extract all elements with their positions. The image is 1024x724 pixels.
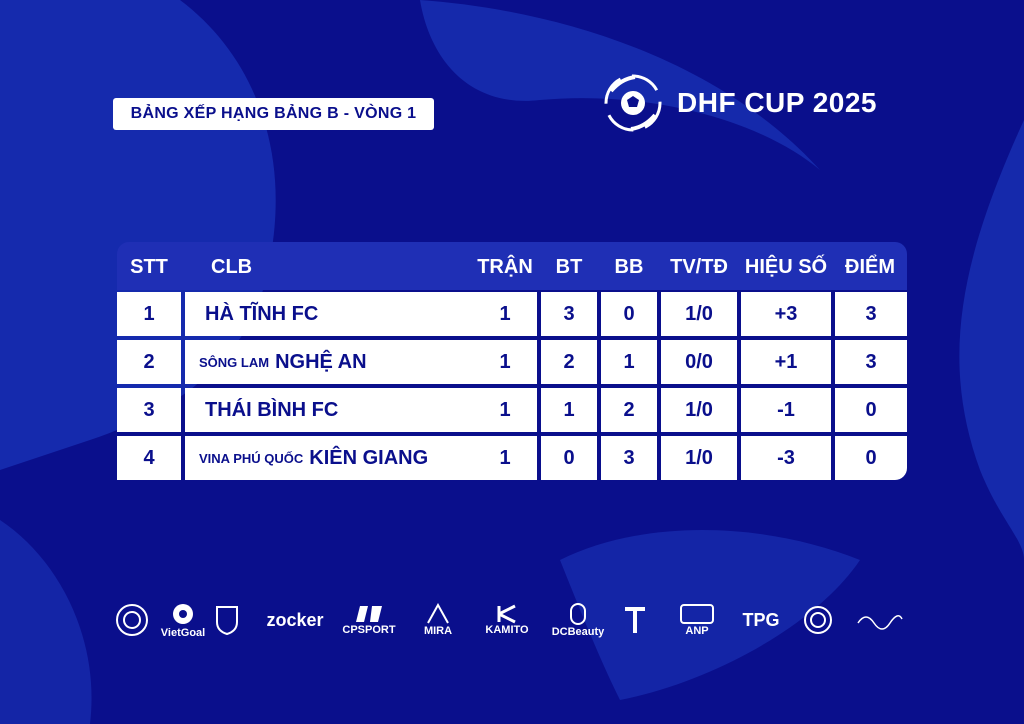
table-header: STT CLB TRẬN BT BB TV/TĐ HIỆU SỐ ĐIỂM: [117, 242, 907, 290]
club-name: THÁI BÌNH FC: [205, 398, 339, 421]
cell-diem: 0: [835, 388, 907, 432]
cell-tvtd: 0/0: [661, 340, 737, 384]
dq-round-logo-icon: [802, 596, 834, 644]
cell-bb: 1: [601, 340, 657, 384]
cell-tran: 1: [499, 398, 511, 421]
table-row: 4 VINA PHÚ QUỐC KIÊN GIANG 0 3 1/0 -3 0 …: [117, 436, 907, 480]
cell-bt: 3: [541, 292, 597, 336]
cell-hieu-so: -1: [741, 388, 831, 432]
shield-crest-logo-icon: [212, 596, 242, 644]
club-name: NGHỆ AN: [275, 350, 367, 373]
cell-bt: 2: [541, 340, 597, 384]
sponsor-name: DCBeauty: [551, 626, 605, 638]
col-header-clb: CLB: [211, 256, 253, 278]
cell-bb: 2: [601, 388, 657, 432]
mira-logo-icon: MIRA: [414, 596, 462, 644]
sponsor-name: ANP: [685, 625, 709, 637]
cell-stt: 2: [117, 340, 181, 384]
cell-bb: 0: [601, 292, 657, 336]
sponsor-name: KAMITO: [485, 624, 529, 636]
cell-stt: 1: [117, 292, 181, 336]
sponsor-name: MIRA: [423, 625, 453, 637]
brand-name: DHF CUP 2025: [677, 87, 878, 118]
cell-hieu-so: +3: [741, 292, 831, 336]
cell-stt: 3: [117, 388, 181, 432]
club-name: KIÊN GIANG: [309, 446, 429, 469]
club-prefix: SÔNG LAM: [199, 354, 270, 370]
cell-bt: 1: [541, 388, 597, 432]
round-seal-logo-icon: [112, 596, 152, 644]
club-prefix: VINA PHÚ QUỐC: [199, 450, 304, 466]
cell-hieu-so: -3: [741, 436, 831, 480]
cell-tvtd: 1/0: [661, 436, 737, 480]
cell-hieu-so: +1: [741, 340, 831, 384]
table-row: 1 HÀ TĨNH FC 3 0 1/0 +3 3 1: [117, 292, 907, 336]
cell-tran: 1: [499, 350, 511, 373]
cell-club: HÀ TĨNH FC: [185, 292, 537, 336]
cell-tran: 1: [499, 446, 511, 469]
anp-logo-icon: ANP: [668, 596, 726, 644]
sponsor-name: VietGoal: [160, 627, 206, 639]
cell-tvtd: 1/0: [661, 388, 737, 432]
td-logo-icon: [620, 596, 650, 644]
club-name: HÀ TĨNH FC: [205, 302, 319, 325]
kamito-logo-icon: KAMITO: [484, 596, 530, 644]
cell-club: SÔNG LAM NGHỆ AN: [185, 340, 537, 384]
cell-diem: 3: [835, 340, 907, 384]
table-row: 2 SÔNG LAM NGHỆ AN 2 1 0/0 +1 3 1: [117, 340, 907, 384]
tpg-logo-icon: TPG: [736, 596, 786, 644]
cell-stt: 4: [117, 436, 181, 480]
sponsor-name: CPSPORT: [342, 624, 396, 636]
cell-diem: 3: [835, 292, 907, 336]
sponsor-name: zocker: [266, 609, 324, 630]
cpsport-logo-icon: CPSPORT: [342, 596, 396, 644]
cell-diem: 0: [835, 436, 907, 480]
sponsor-strip: VietGoal zocker CPSPORT MIRA KAMITO DCBe…: [112, 596, 912, 644]
col-header-hieu-so: HIỆU SỐ: [744, 256, 828, 278]
sponsor-name: TPG: [742, 609, 780, 630]
cell-club: THÁI BÌNH FC: [185, 388, 537, 432]
dcbeauty-logo-icon: DCBeauty: [552, 596, 604, 644]
handwritten-brand-logo-icon: [854, 596, 906, 644]
brand: DHF CUP 2025: [601, 70, 877, 136]
col-header-tran: TRẬN: [477, 256, 533, 278]
col-header-bt: BT: [555, 256, 583, 278]
vietgoal-logo-icon: VietGoal: [160, 596, 206, 644]
col-header-bb: BB: [614, 256, 644, 278]
cell-club: VINA PHÚ QUỐC KIÊN GIANG: [185, 436, 537, 480]
cell-tran: 1: [499, 302, 511, 325]
standings-table: STT CLB TRẬN BT BB TV/TĐ HIỆU SỐ ĐIỂM 1 …: [117, 242, 907, 482]
col-header-stt: STT: [130, 256, 168, 278]
zocker-wordmark-icon: zocker: [262, 596, 328, 644]
soccer-ball-swirl-icon: [604, 74, 662, 132]
cell-tvtd: 1/0: [661, 292, 737, 336]
table-row: 3 THÁI BÌNH FC 1 2 1/0 -1 0 1: [117, 388, 907, 432]
cell-bb: 3: [601, 436, 657, 480]
col-header-tvtd: TV/TĐ: [670, 256, 728, 278]
cell-bt: 0: [541, 436, 597, 480]
standings-title: BẢNG XẾP HẠNG BẢNG B - VÒNG 1: [113, 98, 434, 130]
col-header-diem: ĐIỂM: [845, 256, 895, 278]
